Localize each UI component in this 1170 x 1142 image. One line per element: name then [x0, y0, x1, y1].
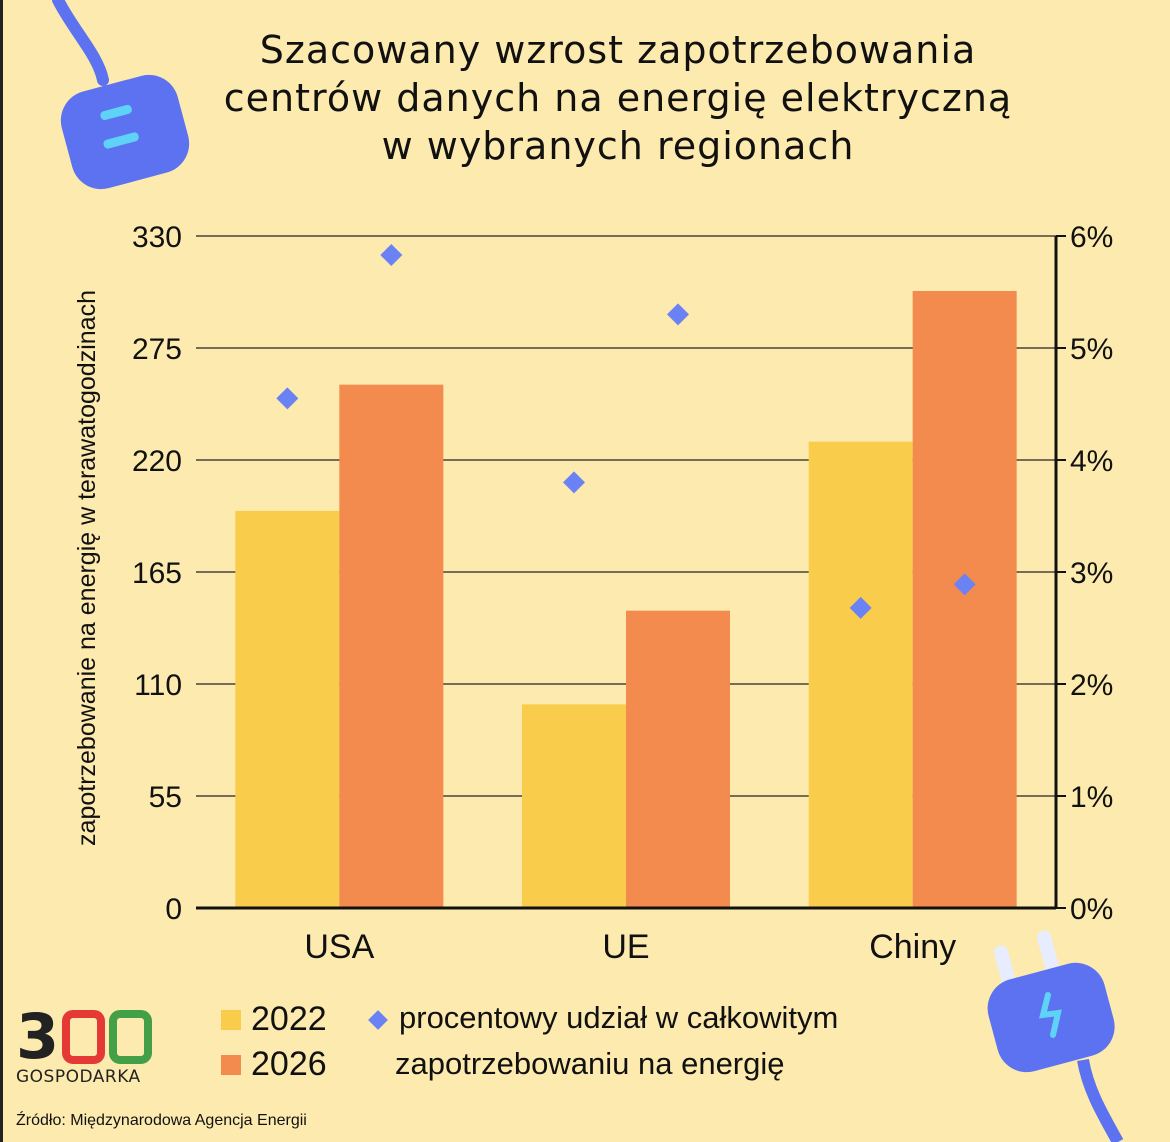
y2-tick-label: 1%	[1070, 781, 1113, 814]
y2-tick-label: 3%	[1070, 557, 1113, 590]
diamond-marker-UE-2026	[667, 303, 689, 326]
title-line: w wybranych regionach	[381, 124, 855, 168]
title-line: centrów danych na energię elektryczną	[223, 76, 1013, 120]
svg-text:3: 3	[16, 1008, 59, 1073]
y2-tick-label: 6%	[1070, 221, 1113, 254]
y-tick-label: 0	[165, 893, 182, 926]
bar-2026-Chiny	[912, 290, 1017, 908]
chart: 0 55 110 165 220 275 330 0% 1% 2% 3% 4% 5% 6% USA UE Chi…	[52, 0, 1124, 1142]
x-tick-label: Chiny	[869, 928, 956, 966]
diamond-marker-UE-2022	[563, 471, 585, 494]
y2-tick-label: 5%	[1070, 333, 1113, 366]
legend-label: zapotrzebowaniu na energię	[395, 1046, 785, 1081]
legend-swatch	[221, 1054, 241, 1075]
bar-2026-USA	[339, 384, 444, 908]
y2-tick-label: 2%	[1070, 669, 1113, 702]
diamond-marker-USA-2026	[380, 244, 403, 267]
legend-label: 2022	[251, 1000, 327, 1038]
chart-title: Szacowany wzrost zapotrzebowania centrów…	[153, 26, 1083, 170]
plug-icon-bottom-right	[987, 930, 1124, 1142]
legend-item-2026: 2026	[221, 1045, 327, 1084]
y2-tick-label: 0%	[1070, 893, 1113, 926]
y-tick-label: 220	[132, 445, 182, 478]
legend-label: 2026	[251, 1045, 327, 1083]
y-tick-label: 330	[132, 221, 182, 254]
bar-2022-USA	[235, 510, 340, 908]
x-tick-label: UE	[602, 928, 649, 966]
plug-icon-top-left	[52, 0, 190, 190]
y2-tick-label: 4%	[1070, 445, 1113, 478]
bar-2022-UE	[522, 704, 626, 908]
y-tick-label: 165	[132, 557, 182, 590]
y-axis-label: zapotrzebowanie na energię w terawatogod…	[73, 290, 101, 846]
bar-2026-UE	[626, 610, 730, 908]
legend-item-percent: procentowy udział w całkowitym zapotrzeb…	[368, 995, 839, 1087]
logo-300: 3 GOSPODARKA	[16, 1000, 152, 1087]
y-tick-label: 275	[132, 333, 182, 366]
legend-item-2022: 2022	[221, 1000, 327, 1039]
y-tick-label: 110	[134, 669, 182, 702]
svg-text:GOSPODARKA: GOSPODARKA	[16, 1067, 141, 1087]
legend-swatch	[221, 1009, 241, 1030]
diamond-icon	[368, 1009, 388, 1030]
y-tick-label: 55	[149, 781, 182, 814]
source-note: Źródło: Międzynarodowa Agencja Energii	[16, 1112, 307, 1129]
title-line: Szacowany wzrost zapotrzebowania	[259, 28, 977, 72]
diamond-marker-Chiny-2022	[849, 596, 872, 619]
diamond-marker-USA-2022	[276, 387, 299, 410]
legend-label: procentowy udział w całkowitym	[399, 1000, 839, 1035]
diamond-marker-Chiny-2026	[953, 573, 976, 596]
logo: 3 GOSPODARKA	[16, 1000, 156, 1093]
bar-2022-Chiny	[808, 441, 913, 908]
x-tick-label: USA	[304, 928, 374, 966]
